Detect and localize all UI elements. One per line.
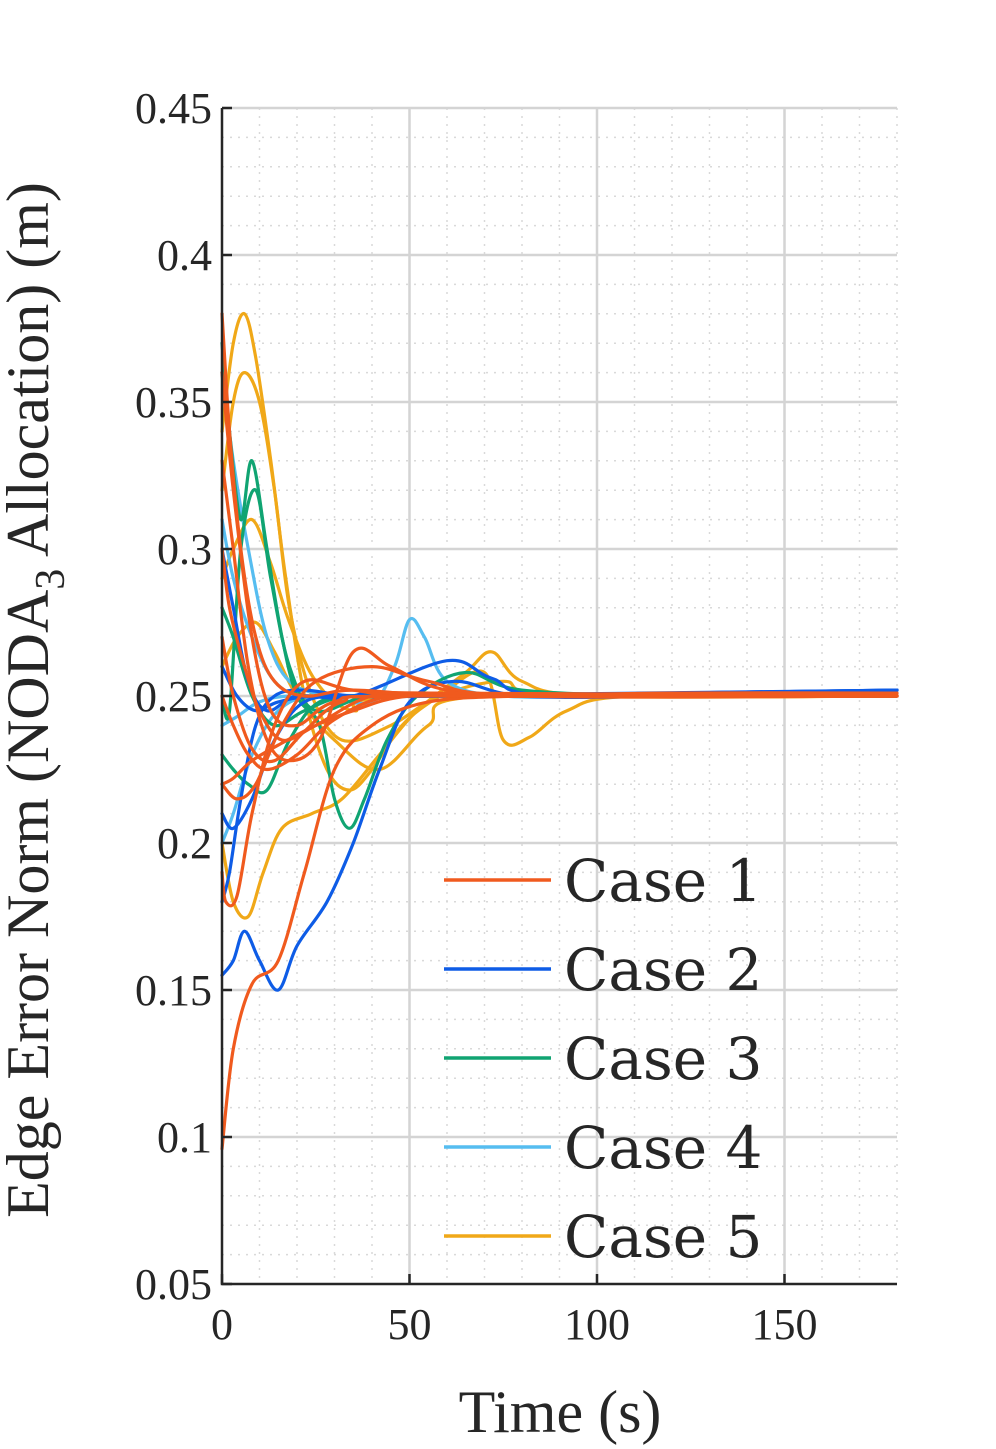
series-layer xyxy=(220,311,899,1151)
y-tick-label: 0.2 xyxy=(157,819,212,868)
legend-label: Case 3 xyxy=(564,1025,762,1093)
y-axis-title-subscript: 3 xyxy=(28,569,74,590)
series-case-1 xyxy=(220,312,899,1151)
x-tick-label: 100 xyxy=(564,1300,630,1349)
y-tick-label: 0.15 xyxy=(135,966,212,1015)
series-line-case-3-1 xyxy=(220,341,899,830)
legend-label: Case 4 xyxy=(564,1114,762,1182)
x-tick-label: 150 xyxy=(752,1300,818,1349)
series-line-case-5-1 xyxy=(220,311,899,792)
x-tick-label: 50 xyxy=(388,1300,432,1349)
series-line-case-1-10 xyxy=(220,635,899,764)
legend-item-case-5: Case 5 xyxy=(444,1203,762,1271)
legend: Case 1 Case 2 Case 3 Case 4 Case 5 xyxy=(444,847,762,1271)
legend-item-case-2: Case 2 xyxy=(444,936,762,1004)
series-line-case-1-2 xyxy=(220,312,899,699)
legend-item-case-4: Case 4 xyxy=(444,1114,762,1182)
y-tick-label: 0.05 xyxy=(135,1260,212,1309)
y-tick-label: 0.1 xyxy=(157,1113,212,1162)
legend-label: Case 1 xyxy=(564,847,762,915)
minor-grid xyxy=(222,108,898,1284)
x-tick-label: 0 xyxy=(211,1300,233,1349)
y-tick-label: 0.45 xyxy=(135,84,212,133)
legend-item-case-3: Case 3 xyxy=(444,1025,762,1093)
x-tick-labels: 0 50 100 150 xyxy=(211,1300,818,1349)
legend-label: Case 5 xyxy=(564,1203,762,1271)
axes xyxy=(220,106,897,1286)
y-tick-labels: 0.05 0.1 0.15 0.2 0.25 0.3 0.35 0.4 0.45 xyxy=(135,84,212,1309)
legend-item-case-1: Case 1 xyxy=(444,847,762,915)
y-tick-label: 0.35 xyxy=(135,378,212,427)
legend-label: Case 2 xyxy=(564,936,762,1004)
y-tick-label: 0.25 xyxy=(135,672,212,721)
series-line-case-1-7 xyxy=(220,547,899,743)
y-axis-title: Edge Error Norm (NODA3 Allocation) (m) xyxy=(0,182,74,1218)
y-axis-title-part-1: Edge Error Norm (NODA xyxy=(0,590,61,1218)
x-axis-title: Time (s) xyxy=(459,1379,662,1445)
y-tick-label: 0.3 xyxy=(157,525,212,574)
y-axis-title-part-2: Allocation) (m) xyxy=(0,182,61,569)
y-tick-label: 0.4 xyxy=(157,231,212,280)
